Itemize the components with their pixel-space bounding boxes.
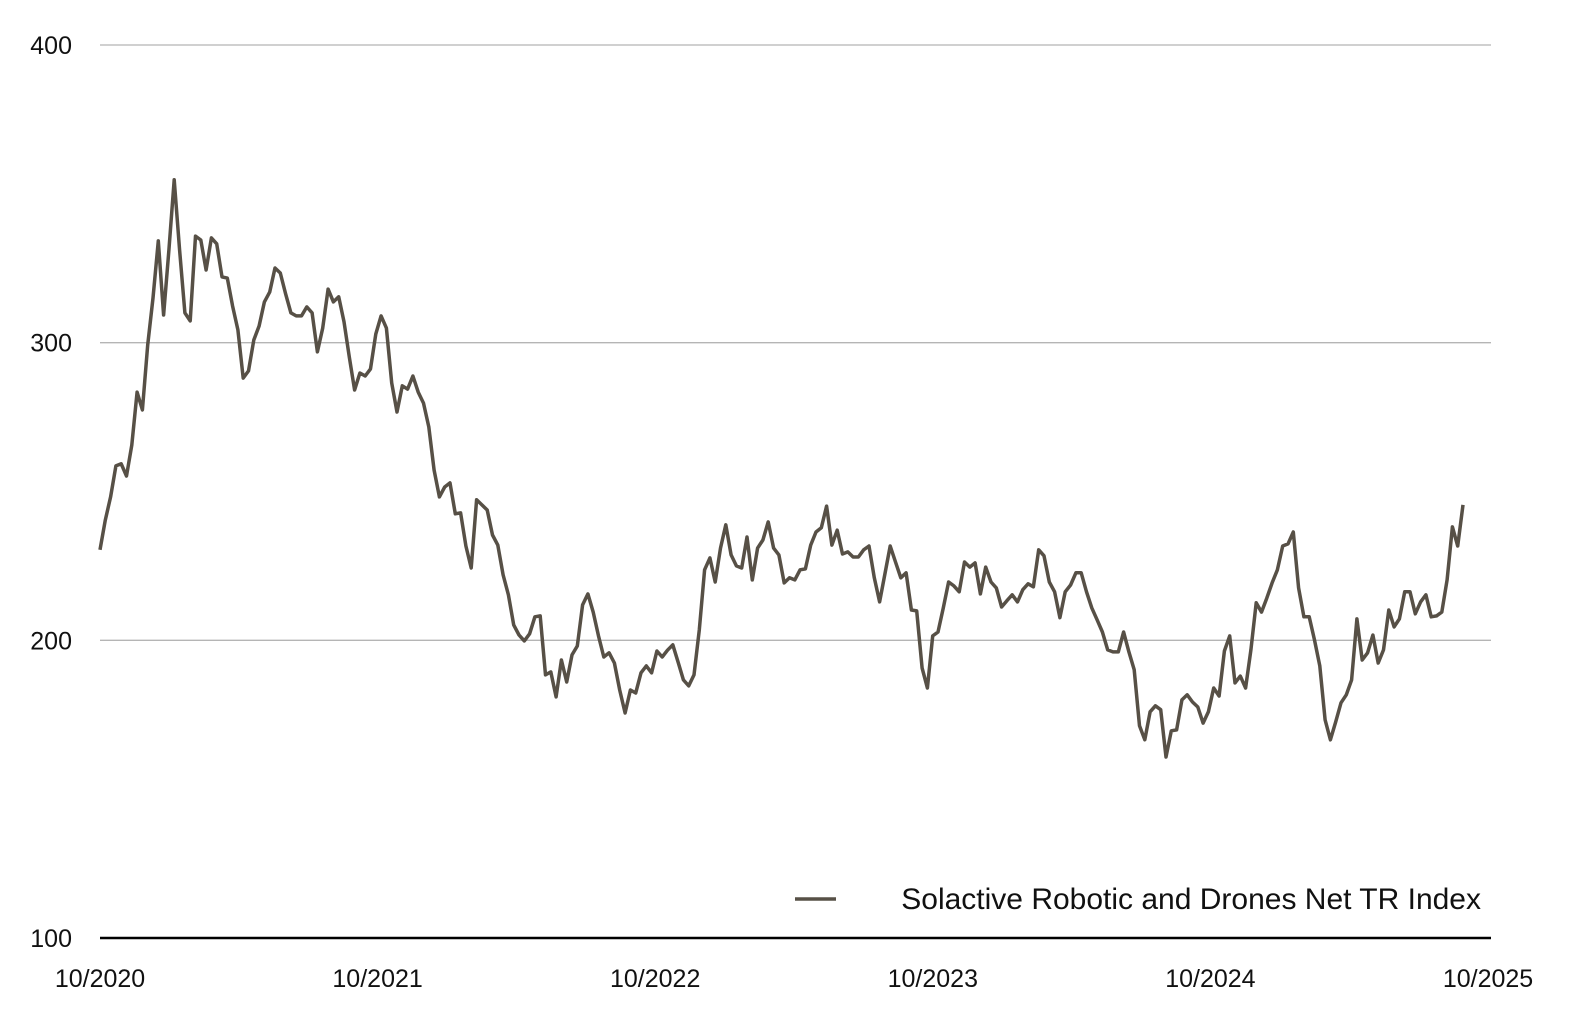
x-tick-label: 10/2025 — [1443, 965, 1533, 993]
y-tick-label: 200 — [30, 627, 72, 655]
series-group — [98, 178, 1465, 759]
x-tick-label: 10/2020 — [55, 965, 145, 993]
legend-label: Solactive Robotic and Drones Net TR Inde… — [901, 883, 1481, 916]
y-tick-label: 100 — [30, 925, 72, 953]
gridlines — [100, 44, 1491, 641]
x-tick-label: 10/2021 — [332, 965, 422, 993]
x-tick-label: 10/2024 — [1165, 965, 1255, 993]
y-tick-label: 300 — [30, 330, 72, 358]
x-tick-label: 10/2022 — [610, 965, 700, 993]
y-axis-ticks: 100 200 300 400 — [30, 32, 72, 953]
x-axis-ticks: 10/2020 10/2021 10/2022 10/2023 10/2024 10/20… — [55, 965, 1533, 993]
series-line-0 — [98, 178, 1465, 759]
legend: Solactive Robotic and Drones Net TR Inde… — [795, 883, 1481, 916]
y-tick-label: 400 — [30, 32, 72, 60]
x-tick-label: 10/2023 — [888, 965, 978, 993]
